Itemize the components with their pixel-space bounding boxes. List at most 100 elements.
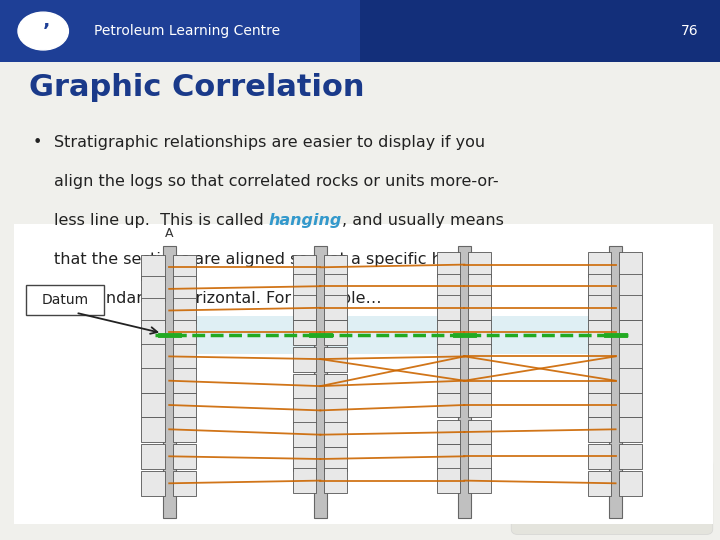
- FancyBboxPatch shape: [141, 471, 165, 496]
- FancyBboxPatch shape: [468, 444, 491, 469]
- FancyBboxPatch shape: [324, 320, 347, 345]
- FancyBboxPatch shape: [324, 255, 347, 280]
- FancyBboxPatch shape: [588, 471, 611, 496]
- FancyBboxPatch shape: [324, 447, 347, 471]
- FancyBboxPatch shape: [173, 393, 196, 417]
- FancyBboxPatch shape: [292, 374, 316, 399]
- FancyBboxPatch shape: [588, 274, 611, 299]
- FancyBboxPatch shape: [588, 368, 611, 393]
- FancyBboxPatch shape: [468, 420, 491, 444]
- Text: ’: ’: [42, 22, 50, 40]
- Bar: [14, 224, 713, 524]
- FancyBboxPatch shape: [436, 420, 460, 444]
- FancyBboxPatch shape: [173, 320, 196, 345]
- FancyBboxPatch shape: [468, 368, 491, 393]
- FancyBboxPatch shape: [588, 393, 611, 417]
- FancyBboxPatch shape: [173, 344, 196, 369]
- FancyBboxPatch shape: [173, 255, 196, 280]
- FancyBboxPatch shape: [619, 295, 642, 320]
- Text: 76: 76: [681, 24, 698, 38]
- FancyBboxPatch shape: [588, 295, 611, 320]
- FancyBboxPatch shape: [292, 274, 316, 299]
- FancyBboxPatch shape: [141, 417, 165, 442]
- FancyBboxPatch shape: [173, 417, 196, 442]
- Bar: [609, 246, 622, 518]
- FancyBboxPatch shape: [619, 444, 642, 469]
- FancyBboxPatch shape: [292, 447, 316, 471]
- Text: less line up.  This is called: less line up. This is called: [54, 213, 269, 228]
- FancyBboxPatch shape: [436, 393, 460, 417]
- FancyBboxPatch shape: [436, 344, 460, 369]
- FancyBboxPatch shape: [324, 422, 347, 447]
- FancyBboxPatch shape: [436, 274, 460, 299]
- FancyBboxPatch shape: [588, 320, 611, 345]
- FancyBboxPatch shape: [292, 255, 316, 280]
- FancyBboxPatch shape: [324, 295, 347, 320]
- FancyBboxPatch shape: [292, 320, 316, 345]
- FancyBboxPatch shape: [292, 468, 316, 493]
- FancyBboxPatch shape: [468, 320, 491, 345]
- Bar: [151, 316, 634, 354]
- FancyBboxPatch shape: [436, 444, 460, 469]
- FancyBboxPatch shape: [619, 393, 642, 417]
- FancyBboxPatch shape: [292, 422, 316, 447]
- FancyBboxPatch shape: [141, 320, 165, 345]
- FancyBboxPatch shape: [141, 255, 165, 280]
- FancyBboxPatch shape: [324, 468, 347, 493]
- FancyBboxPatch shape: [324, 274, 347, 299]
- Text: hanging: hanging: [269, 213, 342, 228]
- FancyBboxPatch shape: [436, 295, 460, 320]
- FancyBboxPatch shape: [141, 344, 165, 369]
- FancyBboxPatch shape: [511, 459, 713, 535]
- FancyBboxPatch shape: [324, 374, 347, 399]
- FancyBboxPatch shape: [436, 468, 460, 493]
- Bar: [314, 246, 327, 518]
- FancyBboxPatch shape: [588, 252, 611, 277]
- FancyBboxPatch shape: [619, 252, 642, 277]
- FancyBboxPatch shape: [588, 344, 611, 369]
- FancyBboxPatch shape: [619, 274, 642, 299]
- FancyBboxPatch shape: [292, 347, 316, 372]
- FancyBboxPatch shape: [292, 295, 316, 320]
- Circle shape: [18, 12, 68, 50]
- FancyBboxPatch shape: [324, 347, 347, 372]
- Text: or boundary is horizontal. For example…: or boundary is horizontal. For example…: [54, 291, 382, 306]
- Bar: [458, 246, 471, 518]
- FancyBboxPatch shape: [468, 393, 491, 417]
- FancyBboxPatch shape: [468, 274, 491, 299]
- FancyBboxPatch shape: [468, 252, 491, 277]
- FancyBboxPatch shape: [436, 368, 460, 393]
- Text: Petroleum Learning Centre: Petroleum Learning Centre: [94, 24, 280, 38]
- FancyBboxPatch shape: [141, 298, 165, 323]
- FancyBboxPatch shape: [468, 468, 491, 493]
- Text: A: A: [165, 227, 174, 240]
- Text: , and usually means: , and usually means: [342, 213, 504, 228]
- Text: that the sections are aligned so that a specific horizon: that the sections are aligned so that a …: [54, 252, 491, 267]
- FancyBboxPatch shape: [619, 368, 642, 393]
- FancyBboxPatch shape: [436, 252, 460, 277]
- Text: Stratigraphic relationships are easier to display if you: Stratigraphic relationships are easier t…: [54, 135, 485, 150]
- FancyBboxPatch shape: [173, 276, 196, 301]
- FancyBboxPatch shape: [588, 444, 611, 469]
- FancyBboxPatch shape: [26, 285, 104, 315]
- FancyBboxPatch shape: [173, 444, 196, 469]
- FancyBboxPatch shape: [436, 320, 460, 345]
- FancyBboxPatch shape: [588, 417, 611, 442]
- FancyBboxPatch shape: [173, 368, 196, 393]
- FancyBboxPatch shape: [173, 298, 196, 323]
- FancyBboxPatch shape: [619, 471, 642, 496]
- Text: Datum: Datum: [41, 293, 89, 307]
- FancyBboxPatch shape: [619, 417, 642, 442]
- Bar: [360, 0, 720, 62]
- FancyBboxPatch shape: [324, 398, 347, 423]
- Text: •: •: [32, 135, 42, 150]
- Text: align the logs so that correlated rocks or units more-or-: align the logs so that correlated rocks …: [54, 174, 499, 189]
- FancyBboxPatch shape: [141, 393, 165, 417]
- FancyBboxPatch shape: [173, 471, 196, 496]
- FancyBboxPatch shape: [292, 398, 316, 423]
- FancyBboxPatch shape: [141, 444, 165, 469]
- FancyBboxPatch shape: [141, 276, 165, 301]
- FancyBboxPatch shape: [619, 320, 642, 345]
- Bar: [0, 0, 720, 62]
- FancyBboxPatch shape: [141, 368, 165, 393]
